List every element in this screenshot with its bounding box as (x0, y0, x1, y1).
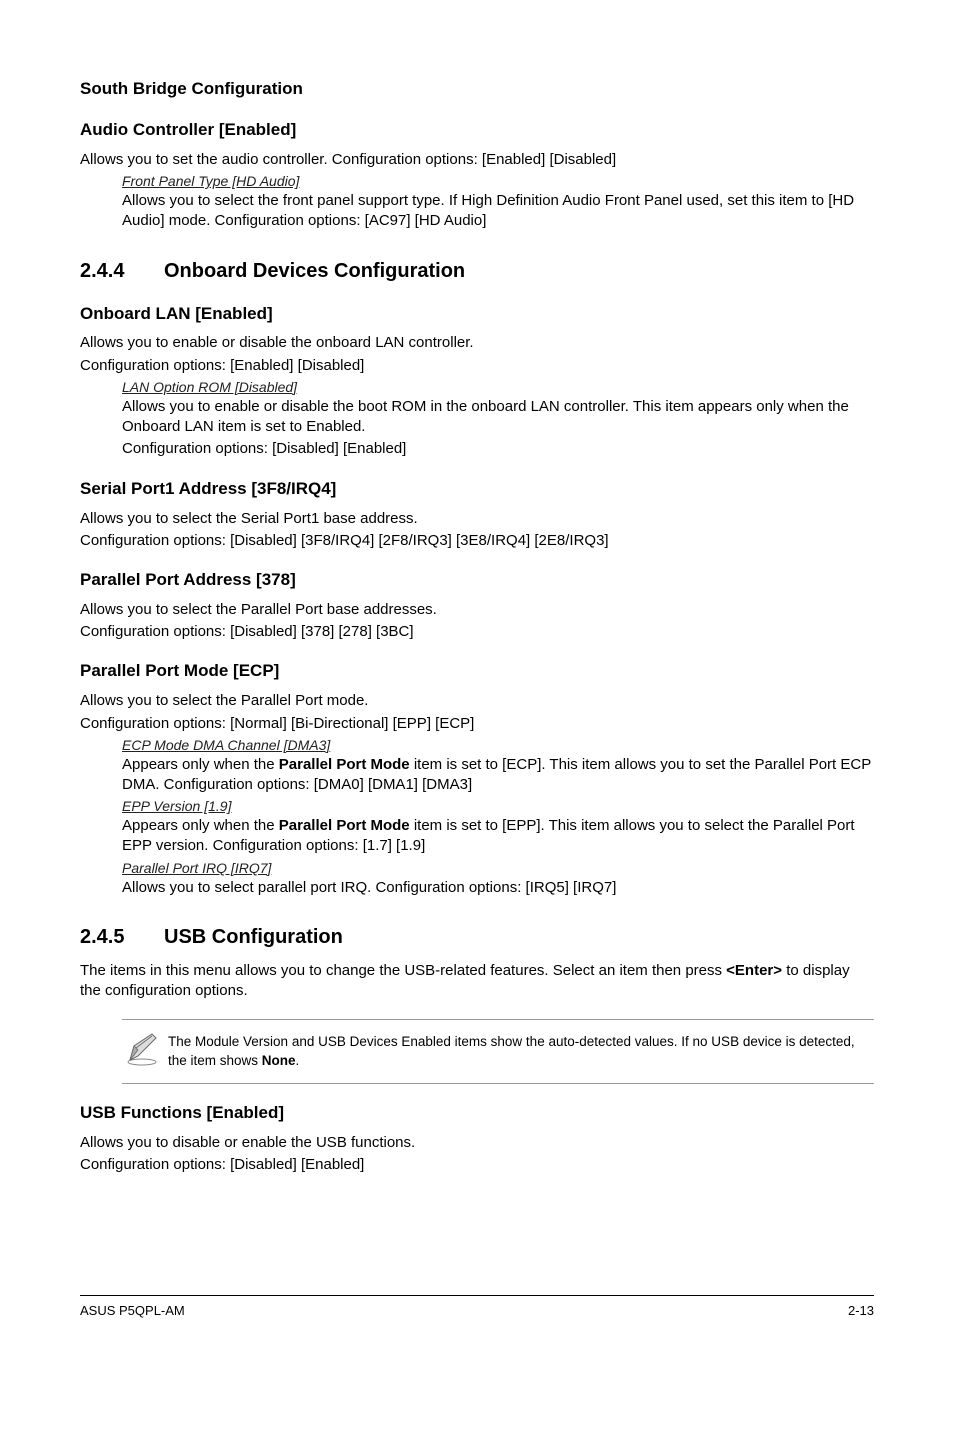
irq-label: Parallel Port IRQ [IRQ7] (122, 859, 874, 878)
section-2-4-5-heading: 2.4.5USB Configuration (80, 924, 874, 951)
onboard-lan-line2: Configuration options: [Enabled] [Disabl… (80, 356, 874, 376)
epp-label: EPP Version [1.9] (122, 797, 874, 816)
front-panel-block: Front Panel Type [HD Audio] Allows you t… (80, 172, 874, 231)
parallel-addr-line1: Allows you to select the Parallel Port b… (80, 600, 874, 620)
epp-text: Appears only when the Parallel Port Mode… (122, 816, 874, 857)
footer-right: 2-13 (848, 1302, 874, 1320)
front-panel-label: Front Panel Type [HD Audio] (122, 172, 874, 191)
lan-option-rom-text1: Allows you to enable or disable the boot… (122, 397, 874, 438)
pencil-icon (122, 1028, 168, 1075)
parallel-addr-line2: Configuration options: [Disabled] [378] … (80, 622, 874, 642)
note-callout: The Module Version and USB Devices Enabl… (122, 1019, 874, 1084)
audio-controller-text: Allows you to set the audio controller. … (80, 150, 874, 170)
ecp-label: ECP Mode DMA Channel [DMA3] (122, 736, 874, 755)
section-2-4-4-heading: 2.4.4Onboard Devices Configuration (80, 258, 874, 285)
ecp-text-bold: Parallel Port Mode (279, 756, 410, 773)
usb-func-heading: USB Functions [Enabled] (80, 1102, 874, 1125)
parallel-mode-line2: Configuration options: [Normal] [Bi-Dire… (80, 714, 874, 734)
front-panel-text: Allows you to select the front panel sup… (122, 191, 874, 232)
usb-func-line1: Allows you to disable or enable the USB … (80, 1133, 874, 1153)
parallel-mode-heading: Parallel Port Mode [ECP] (80, 660, 874, 683)
page-footer: ASUS P5QPL-AM 2-13 (80, 1295, 874, 1320)
section-2-4-5-title: USB Configuration (164, 926, 343, 948)
parallel-addr-heading: Parallel Port Address [378] (80, 569, 874, 592)
serial-port-line2: Configuration options: [Disabled] [3F8/I… (80, 531, 874, 551)
irq-text: Allows you to select parallel port IRQ. … (122, 878, 874, 898)
serial-port-line1: Allows you to select the Serial Port1 ba… (80, 509, 874, 529)
usb-intro: The items in this menu allows you to cha… (80, 961, 874, 1002)
note-text-bold: None (262, 1053, 296, 1068)
lan-option-rom-text2: Configuration options: [Disabled] [Enabl… (122, 439, 874, 459)
ecp-text-pre: Appears only when the (122, 756, 279, 773)
south-bridge-heading: South Bridge Configuration (80, 78, 874, 101)
section-2-4-4-title: Onboard Devices Configuration (164, 260, 465, 282)
epp-text-bold: Parallel Port Mode (279, 817, 410, 834)
audio-controller-heading: Audio Controller [Enabled] (80, 119, 874, 142)
section-2-4-5-num: 2.4.5 (80, 924, 164, 951)
parallel-mode-line1: Allows you to select the Parallel Port m… (80, 691, 874, 711)
footer-left: ASUS P5QPL-AM (80, 1302, 185, 1320)
lan-option-rom-block: LAN Option ROM [Disabled] Allows you to … (80, 378, 874, 460)
ecp-text: Appears only when the Parallel Port Mode… (122, 755, 874, 796)
lan-option-rom-label: LAN Option ROM [Disabled] (122, 378, 874, 397)
section-2-4-4-num: 2.4.4 (80, 258, 164, 285)
onboard-lan-heading: Onboard LAN [Enabled] (80, 303, 874, 326)
note-text: The Module Version and USB Devices Enabl… (168, 1033, 874, 1071)
epp-text-pre: Appears only when the (122, 817, 279, 834)
note-text-post: . (296, 1053, 300, 1068)
usb-func-line2: Configuration options: [Disabled] [Enabl… (80, 1155, 874, 1175)
parallel-mode-sub-block: ECP Mode DMA Channel [DMA3] Appears only… (80, 736, 874, 898)
onboard-lan-line1: Allows you to enable or disable the onbo… (80, 333, 874, 353)
serial-port-heading: Serial Port1 Address [3F8/IRQ4] (80, 478, 874, 501)
usb-intro-pre: The items in this menu allows you to cha… (80, 962, 726, 979)
usb-intro-bold: <Enter> (726, 962, 782, 979)
